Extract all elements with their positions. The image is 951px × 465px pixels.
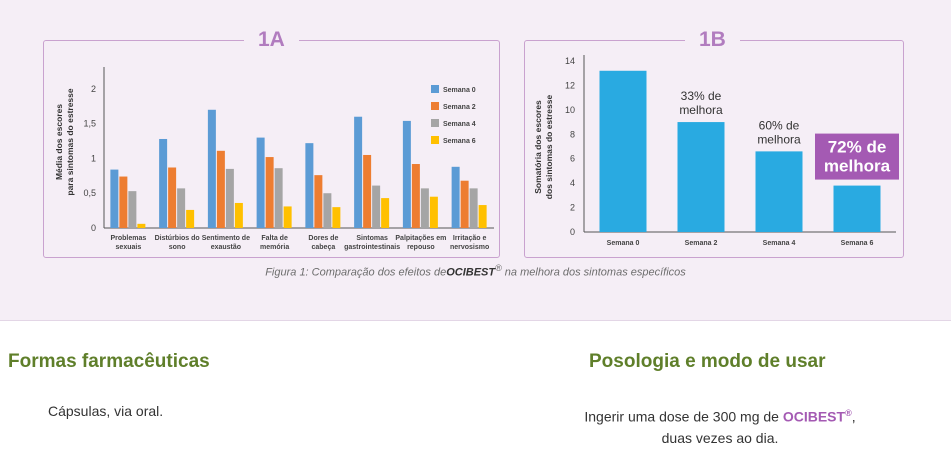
chart-1a-legend-swatch: [431, 119, 439, 127]
chart-1a-bar: [137, 223, 146, 228]
chart-1b-bar: [833, 185, 881, 232]
chart-1b-y-label: Somatória dos escoresdos sintomas do est…: [533, 95, 554, 200]
chart-1b-y-tick: 12: [565, 80, 575, 90]
chart-1a-x-tick: Irritação e nervosismo: [450, 235, 489, 251]
posologia-heading: Posologia e modo de usar: [589, 351, 826, 372]
chart-1a-x-tick: Distúrbios do sono: [155, 235, 200, 251]
chart-1a: 0 0,5 1 1,5 2 Média dos escorespara sintomas …: [54, 55, 899, 251]
chart-1a-bar: [372, 185, 381, 228]
chart-1a-bar: [186, 209, 195, 228]
chart-1b-x-tick: Semana 4: [763, 240, 796, 247]
chart-1a-bar: [216, 150, 225, 228]
chart-1a-legend-label: Semana 0: [443, 87, 476, 94]
chart-1b-annotation: melhora: [679, 103, 723, 117]
chart-1b-annotation: melhora: [757, 132, 801, 146]
chart-1a-bar: [363, 154, 372, 228]
chart-1b-y-tick: 6: [570, 154, 575, 164]
posologia-suffix: ,: [851, 408, 856, 425]
formas-heading: Formas farmacêuticas: [8, 351, 210, 372]
chart-1a-x-tick: Palpitações em repouso: [395, 235, 446, 251]
chart-1a-y-tick: 1: [91, 153, 96, 163]
chart-1a-legend-label: Semana 4: [443, 121, 476, 128]
chart-1a-legend-label: Semana 2: [443, 104, 476, 111]
chart-1a-y-label: Média dos escorespara sintomas do estres…: [54, 88, 75, 196]
chart-1a-bar: [110, 169, 119, 228]
caption-suffix: na melhora dos sintomas específicos: [501, 266, 686, 279]
chart-1a-legend-swatch: [431, 85, 439, 93]
caption-prefix: Figura 1: Comparação dos efeitos de: [265, 266, 447, 279]
chart-1b-y-tick: 4: [570, 178, 575, 188]
caption-brand: OCIBEST: [446, 266, 496, 279]
chart-1b-annotation: 72% de: [828, 138, 887, 157]
chart-1a-bar: [429, 196, 438, 228]
chart-1a-bar: [469, 188, 478, 228]
chart-1a-x-tick: Dores de cabeça: [308, 235, 338, 251]
chart-1a-bar: [225, 168, 234, 228]
chart-1a-y-tick: 1,5: [83, 119, 96, 129]
chart-1a-bar: [460, 180, 469, 228]
formas-text: Cápsulas, via oral.: [48, 403, 164, 419]
chart-1a-y-tick: 2: [91, 84, 96, 94]
chart-1a-bar: [402, 120, 411, 228]
chart-1b-highlight-box: [815, 133, 899, 180]
chart-1b-y-tick: 0: [570, 227, 575, 237]
chart-1b-bar: [677, 122, 725, 232]
chart-1a-bar: [314, 175, 323, 228]
figure-panel: 1A 1B 0 0,5 1 1,5 2 Média dos escorespara sin…: [0, 0, 951, 321]
posologia-line2: duas vezes ao dia.: [661, 429, 779, 446]
posologia-text: Ingerir uma dose de 300 mg de OCIBEST®, …: [520, 403, 920, 449]
chart-1a-legend-swatch: [431, 102, 439, 110]
chart-1a-frame: 1A: [43, 26, 500, 258]
chart-1b-x-tick: Semana 2: [685, 240, 718, 247]
chart-1a-bar: [265, 157, 274, 228]
chart-1a-bar: [420, 188, 429, 228]
chart-1b-frame: 1B: [524, 26, 904, 258]
chart-1b-title: 1B: [685, 26, 740, 54]
caption-reg: ®: [495, 263, 502, 273]
chart-1a-bar: [283, 206, 292, 228]
chart-1a-y-tick: 0: [91, 223, 96, 233]
chart-1a-bar: [478, 205, 487, 228]
chart-1a-bar: [168, 167, 177, 228]
chart-1b-annotation: 60% de: [759, 118, 800, 132]
posologia-reg: ®: [845, 408, 852, 418]
figure-caption: Figura 1: Comparação dos efeitos deOCIBE…: [0, 263, 951, 279]
chart-1a-bar: [305, 143, 314, 228]
chart-1a-x-tick: Problemas sexuais: [110, 235, 146, 251]
chart-1a-bar: [381, 198, 390, 228]
chart-1a-bar: [119, 176, 128, 228]
chart-1a-bar: [128, 191, 137, 228]
chart-1a-x-tick: Sentimento de exaustão: [202, 235, 250, 251]
chart-1a-bar: [354, 116, 363, 228]
chart-1b-y-tick: 8: [570, 129, 575, 139]
chart-1b-y-tick: 10: [565, 105, 575, 115]
chart-1b-annotation: 33% de: [681, 89, 722, 103]
chart-1b-bar: [755, 151, 803, 232]
chart-1a-x-tick: Sintomas gastrointestinais: [344, 235, 400, 251]
chart-1a-bar: [159, 138, 168, 228]
chart-1a-legend-swatch: [431, 136, 439, 144]
chart-1a-x-tick: Falta de memória: [260, 235, 289, 251]
chart-1a-bar: [177, 188, 186, 228]
chart-1a-bar: [274, 168, 283, 228]
chart-1b-x-tick: Semana 0: [607, 240, 640, 247]
chart-1b-x-tick: Semana 6: [841, 240, 874, 247]
chart-1a-y-tick: 0,5: [83, 188, 96, 198]
posologia-prefix: Ingerir uma dose de 300 mg de: [584, 408, 783, 425]
chart-1b-annotation: melhora: [824, 157, 891, 176]
chart-1b-y-tick: 14: [565, 56, 575, 66]
chart-1a-bar: [234, 202, 243, 228]
chart-1a-bar: [332, 207, 341, 228]
posologia-brand: OCIBEST: [782, 408, 846, 425]
chart-1a-bar: [323, 193, 332, 228]
chart-1b-bar: [599, 70, 647, 233]
chart-1a-bar: [451, 166, 460, 228]
chart-1a-legend-label: Semana 6: [443, 138, 476, 145]
chart-1a-title: 1A: [244, 26, 299, 54]
chart-1a-bar: [207, 109, 216, 228]
chart-1a-bar: [256, 137, 265, 228]
chart-1b-y-tick: 2: [570, 203, 575, 213]
chart-1a-bar: [411, 164, 420, 228]
